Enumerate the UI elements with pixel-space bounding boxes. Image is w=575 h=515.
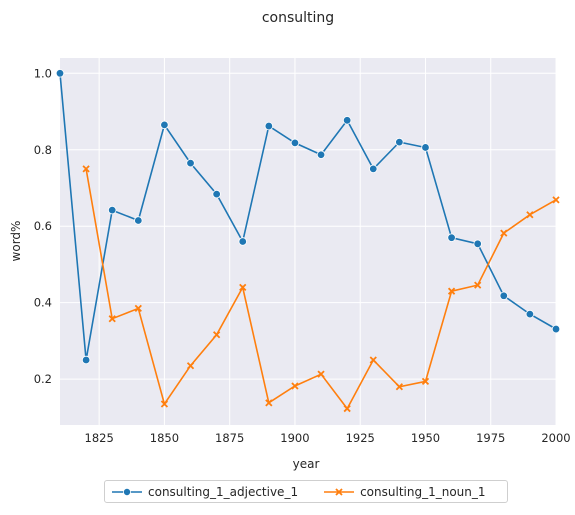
y-axis-label: word% (9, 221, 23, 262)
series-line-adjective (59, 73, 557, 361)
data-point-noun (552, 196, 560, 204)
data-point-noun (369, 356, 377, 364)
data-point-noun (526, 211, 534, 219)
legend-item-adjective: consulting_1_adjective_1 (112, 485, 298, 499)
data-point-noun (395, 383, 404, 391)
y-tick-labels: 0.2 0.4 0.6 0.8 1.0 (34, 66, 52, 386)
plot-area (60, 58, 556, 425)
grid (60, 58, 557, 425)
data-point-adjective (160, 120, 169, 130)
x-tick-label: 1900 (280, 431, 309, 445)
data-point-noun (186, 362, 195, 370)
data-point-adjective (395, 137, 404, 147)
data-point-adjective (134, 216, 143, 225)
data-point-adjective (290, 138, 300, 148)
y-tick-label: 1.0 (34, 66, 52, 80)
data-point-noun (317, 370, 325, 378)
data-point-adjective (55, 69, 65, 78)
data-point-adjective (81, 355, 91, 365)
x-tick-label: 1925 (346, 431, 375, 445)
x-tick-label: 2000 (541, 431, 570, 445)
x-tick-label: 1950 (411, 431, 440, 445)
data-point-noun (212, 331, 221, 339)
data-point-adjective (369, 164, 378, 174)
data-point-noun (160, 400, 169, 408)
data-point-adjective (525, 309, 535, 319)
data-point-adjective (264, 121, 274, 131)
data-point-adjective (238, 237, 247, 246)
x-tick-label: 1875 (215, 431, 244, 445)
data-point-noun (474, 281, 482, 289)
data-point-noun (82, 165, 90, 173)
data-point-noun (291, 382, 299, 390)
data-point-noun (421, 377, 430, 386)
legend-adjective-swatch (112, 487, 142, 496)
data-point-adjective (551, 324, 561, 334)
y-tick-label: 0.4 (34, 296, 52, 310)
legend-noun-swatch (324, 487, 355, 496)
data-point-adjective (212, 189, 221, 199)
data-point-noun (447, 287, 456, 295)
data-point-adjective (342, 116, 352, 125)
data-point-noun (343, 404, 351, 413)
data-point-noun (265, 399, 273, 407)
x-tick-label: 1975 (476, 431, 505, 445)
legend-label-noun: consulting_1_noun_1 (360, 484, 486, 499)
x-tick-label: 1850 (150, 431, 179, 445)
data-point-adjective (421, 143, 430, 152)
data-point-adjective (473, 239, 482, 248)
data-point-noun (239, 283, 247, 292)
data-point-adjective (316, 150, 326, 159)
data-point-adjective (499, 291, 508, 300)
chart-title: consulting (262, 10, 334, 26)
y-tick-label: 0.8 (34, 143, 52, 157)
legend-item-noun: consulting_1_noun_1 (324, 484, 486, 499)
data-point-adjective (108, 205, 117, 215)
legend: consulting_1_adjective_1 consulting_1_no… (104, 480, 508, 503)
x-tick-labels: 1825 1850 1875 1900 1925 1950 1975 2000 (85, 431, 571, 445)
series-markers (55, 69, 561, 413)
x-tick-label: 1825 (85, 431, 114, 445)
legend-label-adjective: consulting_1_adjective_1 (148, 484, 299, 499)
data-point-adjective (186, 158, 195, 168)
y-tick-label: 0.6 (34, 219, 52, 233)
data-point-noun (134, 304, 142, 313)
data-point-noun (500, 229, 508, 237)
data-point-adjective (447, 233, 456, 242)
data-point-noun (108, 315, 116, 323)
x-axis-label: year (293, 457, 320, 471)
y-tick-label: 0.2 (34, 372, 52, 386)
